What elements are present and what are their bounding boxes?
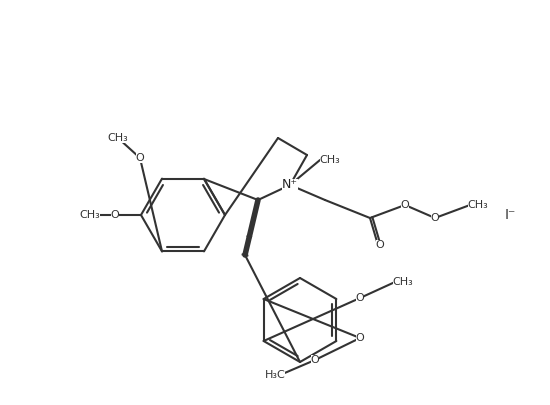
Text: O: O bbox=[431, 213, 439, 223]
Text: O: O bbox=[311, 355, 320, 365]
Text: CH₃: CH₃ bbox=[393, 277, 414, 287]
Text: O: O bbox=[400, 200, 409, 210]
Text: N⁺: N⁺ bbox=[282, 179, 298, 192]
Text: O: O bbox=[111, 210, 119, 220]
Text: CH₃: CH₃ bbox=[468, 200, 488, 210]
Text: CH₃: CH₃ bbox=[320, 155, 340, 165]
Text: O: O bbox=[136, 153, 144, 163]
Text: CH₃: CH₃ bbox=[80, 210, 100, 220]
Text: CH₃: CH₃ bbox=[108, 133, 128, 143]
Text: H₃C: H₃C bbox=[265, 370, 285, 380]
Text: I⁻: I⁻ bbox=[504, 208, 516, 222]
Text: O: O bbox=[376, 240, 384, 250]
Text: O: O bbox=[356, 333, 364, 343]
Text: O: O bbox=[356, 293, 364, 303]
